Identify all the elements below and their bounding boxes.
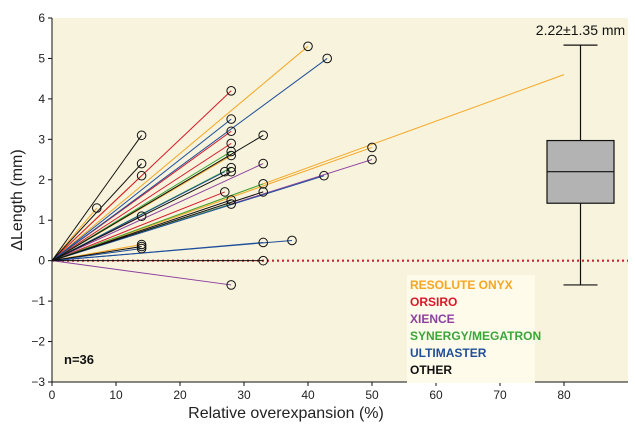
data-point: [258, 130, 269, 141]
series-line: [51, 191, 225, 262]
data-point: [258, 179, 269, 189]
data-point: [303, 41, 313, 52]
legend-entry: RESOLUTE ONYX: [410, 278, 513, 292]
data-point: [226, 166, 236, 177]
data-point: [136, 170, 147, 181]
x-axis-label: Relative overexpansion (%): [188, 405, 384, 422]
data-point: [367, 154, 377, 165]
y-tick-label: 3: [38, 132, 45, 146]
x-tick-label: 10: [109, 388, 123, 402]
data-point: [258, 158, 269, 169]
legend-box: [407, 275, 535, 383]
data-point: [226, 146, 236, 157]
data-point: [258, 237, 269, 248]
y-tick-label: −1: [31, 294, 45, 308]
data-point: [226, 86, 236, 96]
legend-entry: ULTIMASTER: [410, 346, 487, 360]
data-point: [136, 158, 147, 169]
data-point: [226, 150, 236, 161]
series-line: [51, 134, 143, 261]
series-line: [51, 260, 232, 286]
legend-entry: OTHER: [410, 363, 452, 377]
data-point: [226, 199, 236, 209]
x-tick-label: 50: [365, 388, 379, 402]
data-point: [226, 138, 236, 149]
y-tick-label: 4: [38, 92, 45, 106]
series-line: [51, 90, 232, 262]
y-tick-label: 5: [38, 51, 45, 65]
data-point: [367, 142, 377, 153]
data-point: [319, 170, 329, 181]
data-point: [220, 166, 230, 177]
boxplot-label: 2.22±1.35 mm: [536, 22, 625, 38]
data-point: [226, 195, 236, 205]
legend-entry: SYNERGY/MEGATRON: [410, 329, 541, 343]
series-line: [51, 171, 232, 262]
series-line: [51, 239, 293, 262]
data-point: [226, 126, 236, 137]
data-point: [136, 241, 147, 252]
y-axis-label: ΔLength (mm): [9, 149, 26, 250]
data-point: [287, 235, 297, 246]
data-point: [220, 187, 230, 197]
x-tick-label: 0: [49, 388, 56, 402]
plot-background: [52, 18, 628, 382]
data-point: [322, 53, 333, 64]
data-point: [226, 280, 236, 290]
x-tick-label: 20: [173, 388, 187, 402]
series-line: [51, 246, 142, 262]
y-tick-label: 2: [38, 173, 45, 187]
sample-size-annotation: n=36: [64, 352, 94, 367]
legend-entry: ORSIRO: [410, 295, 457, 309]
y-tick-label: 1: [38, 213, 45, 227]
x-tick-label: 30: [237, 388, 251, 402]
data-point: [136, 211, 147, 221]
data-point: [92, 203, 102, 213]
y-tick-label: 6: [38, 11, 45, 25]
series-line: [51, 134, 264, 262]
x-tick-label: 80: [557, 388, 571, 402]
data-point: [136, 130, 147, 141]
series-line: [51, 118, 232, 262]
legend-entry: XIENCE: [410, 312, 455, 326]
y-tick-label: −3: [31, 375, 45, 389]
y-tick-label: 0: [38, 254, 45, 268]
x-tick-label: 60: [429, 388, 443, 402]
series-line: [51, 175, 325, 262]
x-tick-label: 40: [301, 388, 315, 402]
series-line: [51, 163, 264, 262]
data-point: [258, 255, 269, 266]
x-tick-label: 70: [493, 388, 507, 402]
data-point: [258, 187, 269, 197]
series-line: [51, 199, 232, 262]
series-line: [51, 45, 309, 262]
y-tick-label: −2: [31, 335, 45, 349]
series-line: [51, 142, 232, 262]
series-line: [51, 58, 328, 262]
data-point: [226, 114, 236, 124]
